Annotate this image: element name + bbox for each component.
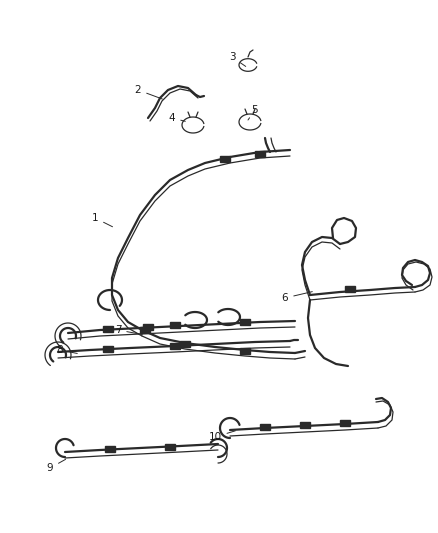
Bar [240,348,250,354]
Bar [170,343,180,349]
Bar [300,422,310,428]
Text: 10: 10 [208,431,235,442]
Bar [345,286,355,292]
Bar [143,324,153,330]
Bar [170,322,180,328]
Bar [180,341,190,347]
Bar [260,424,270,430]
Bar [165,444,175,450]
Text: 8: 8 [57,345,77,355]
Bar [140,327,150,333]
Bar [103,326,113,332]
Bar [240,319,250,325]
Text: 6: 6 [282,292,312,303]
Bar [220,156,230,162]
Bar [340,420,350,426]
Text: 2: 2 [135,85,162,99]
Text: 9: 9 [47,459,66,473]
Text: 4: 4 [169,113,185,123]
Bar [103,346,113,352]
Text: 7: 7 [115,325,142,335]
Text: 1: 1 [92,213,113,227]
Text: 3: 3 [229,52,246,67]
Bar [105,446,115,452]
Bar [255,151,265,157]
Text: 5: 5 [248,105,258,120]
